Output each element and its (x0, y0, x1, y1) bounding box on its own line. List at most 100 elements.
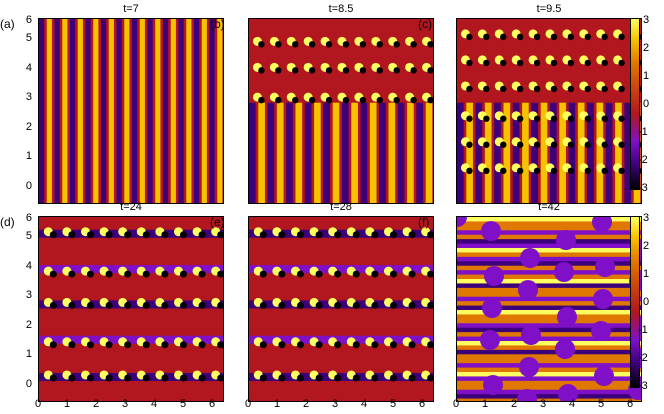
field-svg (249, 19, 433, 203)
field-stripe-dark (605, 102, 613, 203)
vortex-dark (87, 301, 94, 309)
xtick: 5 (597, 398, 605, 410)
vortex-dark (105, 301, 113, 309)
field-stripe-dark (397, 102, 405, 203)
vortex-dark (297, 301, 304, 309)
field-stripe-dark (85, 19, 91, 203)
turbulent-band (457, 363, 641, 369)
turbulent-band (457, 398, 641, 401)
vortex-dark (359, 96, 367, 104)
field-background (39, 217, 223, 401)
turbulent-band (457, 287, 641, 294)
vortex-dark (352, 270, 360, 278)
turbulent-band (457, 314, 641, 320)
field-stripe-bright (108, 19, 114, 203)
field-stripe-bright (155, 19, 161, 203)
field-stripe-bright (484, 102, 492, 203)
vortex-dark (584, 167, 592, 174)
field-stripe-bright (276, 102, 284, 203)
vortex-dark (427, 41, 433, 48)
field-stripe-dark (416, 102, 424, 203)
field-stripe-dark (342, 102, 349, 203)
vortex-dark (68, 270, 76, 278)
turbulent-patch (593, 289, 613, 309)
vortex-dark (390, 374, 397, 382)
colorbar-tick: 2 (643, 240, 650, 252)
vortex-dark (466, 115, 473, 122)
field-stripe-bright (314, 102, 321, 203)
vortex-dark (410, 96, 417, 104)
colorbar-tick: 1 (643, 70, 650, 82)
turbulent-patch (517, 389, 537, 401)
vortex-dark (49, 270, 57, 278)
vortex-dark (601, 141, 608, 148)
vortex-dark (297, 341, 304, 349)
field-stripe-dark (286, 102, 293, 203)
panel-title: t=24 (120, 201, 142, 213)
vortex-band (249, 335, 433, 344)
vortex-dark (278, 301, 286, 309)
vortex-dark (516, 141, 524, 148)
xtick: 3 (121, 398, 129, 410)
vortex-dark (601, 33, 608, 41)
turbulent-band (457, 243, 641, 249)
vortex-dark (49, 341, 57, 349)
vortex-dark (567, 141, 575, 148)
vortex-dark (352, 374, 360, 382)
ytick: 5 (25, 230, 32, 242)
vortex-dark (410, 67, 417, 74)
turbulent-patch (595, 257, 615, 277)
field-stripe-bright (62, 19, 68, 203)
field-stripe-bright (217, 19, 223, 203)
vortex-dark (550, 115, 558, 122)
vortex-dark (342, 41, 350, 48)
xtick: 2 (92, 398, 100, 410)
vortex-dark (550, 141, 558, 148)
vortex-dark (533, 167, 541, 174)
vortex-dark (315, 341, 323, 349)
field-stripe-bright (332, 102, 340, 203)
vortex-dark (325, 67, 333, 74)
turbulent-band (457, 341, 641, 347)
field-stripe-dark (147, 19, 153, 203)
vortex-dark (180, 374, 187, 382)
turbulent-patch (558, 384, 578, 401)
panel-letter: (b) (210, 17, 225, 31)
vortex-dark (105, 374, 113, 382)
field-stripe-bright (369, 102, 377, 203)
turbulent-band (457, 318, 641, 325)
turbulent-band (457, 279, 641, 285)
vortex-dark (550, 85, 558, 93)
turbulent-band (457, 217, 641, 223)
xtick: 6 (418, 398, 426, 410)
vortex-dark (297, 231, 304, 239)
field-stripe-dark (457, 102, 464, 203)
vortex-dark (393, 67, 400, 74)
turbulent-band (457, 230, 641, 236)
vortex-dark (390, 341, 397, 349)
field-svg (457, 19, 641, 203)
turbulent-band (457, 354, 641, 360)
field-stripe-bright (201, 19, 207, 203)
turbulent-band (457, 221, 641, 227)
panel-d: t=24 (d) (0, 201, 224, 402)
vortex-dark (516, 167, 524, 174)
vortex-dark (292, 67, 299, 74)
xtick: 0 (452, 398, 460, 410)
vortex-dark (87, 341, 94, 349)
vortex-dark (180, 301, 187, 309)
vortex-dark (550, 59, 558, 67)
ytick: 3 (25, 91, 32, 103)
turbulent-band (457, 225, 641, 232)
panel-f: t=42 (f) (418, 201, 642, 402)
vortex-dark (198, 231, 206, 239)
ytick: 4 (25, 62, 32, 74)
turbulent-band (457, 345, 641, 351)
xtick: 2 (510, 398, 518, 410)
field-stripe-dark (624, 102, 632, 203)
vortex-dark (161, 301, 169, 309)
vortex-dark (259, 374, 267, 382)
vortex-dark (359, 67, 367, 74)
field-stripe-dark (323, 102, 331, 203)
vortex-dark (161, 341, 169, 349)
